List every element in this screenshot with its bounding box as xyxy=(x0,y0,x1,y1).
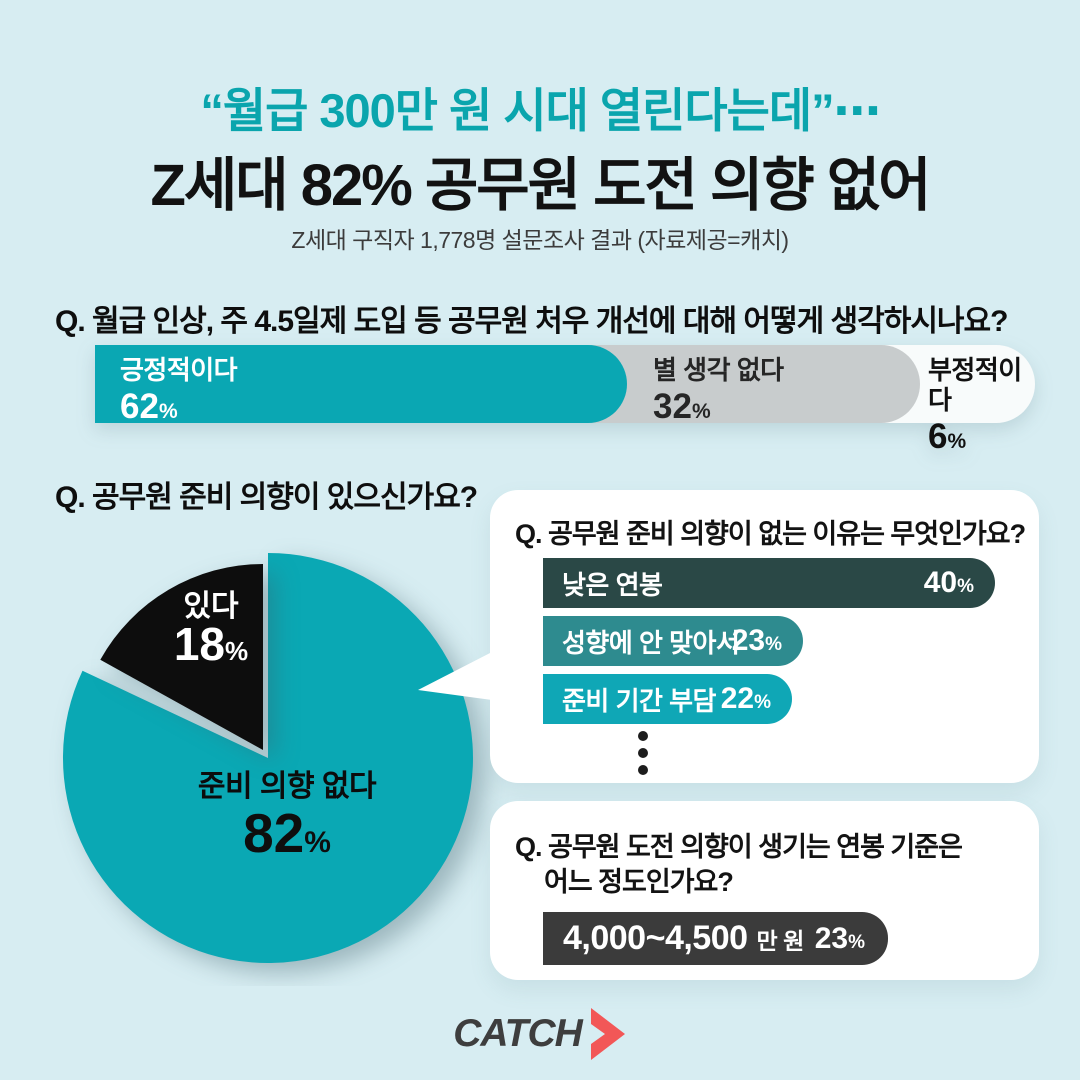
speech-bubble-tail-icon xyxy=(418,652,492,700)
salary-bar: 4,000~4,500 만 원 23% xyxy=(543,912,888,965)
pie-slice xyxy=(62,553,473,963)
pie-chart xyxy=(62,553,473,963)
q2-question: Q. 공무원 준비 의향이 있으신가요? xyxy=(55,481,478,514)
main-title: Z세대 82% 공무원 도전 의향 없어 xyxy=(150,153,931,218)
survey-subtitle: Z세대 구직자 1,778명 설문조사 결과 (자료제공=캐치) xyxy=(291,227,789,253)
q1-label-neutral: 별 생각 없다 32% xyxy=(653,355,784,426)
q1-label-negative: 부정적이다 6% xyxy=(928,355,1022,456)
pie-value-yes: 18% xyxy=(173,618,249,670)
catch-arrow-icon xyxy=(590,1008,625,1060)
more-items-ellipsis-icon xyxy=(638,731,648,782)
pie-label-no: 준비 의향 없다 xyxy=(197,770,377,803)
catch-logo: CATCH xyxy=(453,1012,583,1055)
salary-question-line1: Q. 공무원 도전 의향이 생기는 연봉 기준은 xyxy=(515,832,963,862)
pie-label-yes: 있다 xyxy=(183,590,239,623)
q1-label-positive: 긍정적이다 62% xyxy=(120,355,238,426)
quote-title: “월급 300만 원 시대 열린다는데”⋯ xyxy=(200,84,880,137)
pie-slice xyxy=(100,564,263,750)
reason-bar-prep-time: 준비 기간 부담 22% xyxy=(543,674,792,724)
reason-bar-not-fit: 성향에 안 맞아서 23% xyxy=(543,616,803,666)
pie-value-no: 82% xyxy=(243,802,331,864)
salary-card: Q. 공무원 도전 의향이 생기는 연봉 기준은 어느 정도인가요? 4,000… xyxy=(490,801,1039,980)
q1-question: Q. 월급 인상, 주 4.5일제 도입 등 공무원 처우 개선에 대해 어떻게… xyxy=(55,305,1008,338)
salary-question-line2: 어느 정도인가요? xyxy=(544,867,734,897)
footer: CATCH xyxy=(0,1007,1080,1061)
reasons-card: Q. 공무원 준비 의향이 없는 이유는 무엇인가요? 낮은 연봉 40% 성향… xyxy=(490,490,1039,783)
q1-segment-positive xyxy=(95,345,628,423)
reason-bar-low-salary: 낮은 연봉 40% xyxy=(543,558,995,608)
reasons-question: Q. 공무원 준비 의향이 없는 이유는 무엇인가요? xyxy=(515,519,1026,549)
q1-stacked-bar: 긍정적이다 62% 별 생각 없다 32% 부정적이다 6% xyxy=(95,345,1035,454)
reasons-bars: 낮은 연봉 40% 성향에 안 맞아서 23% 준비 기간 부담 22% xyxy=(543,558,995,732)
